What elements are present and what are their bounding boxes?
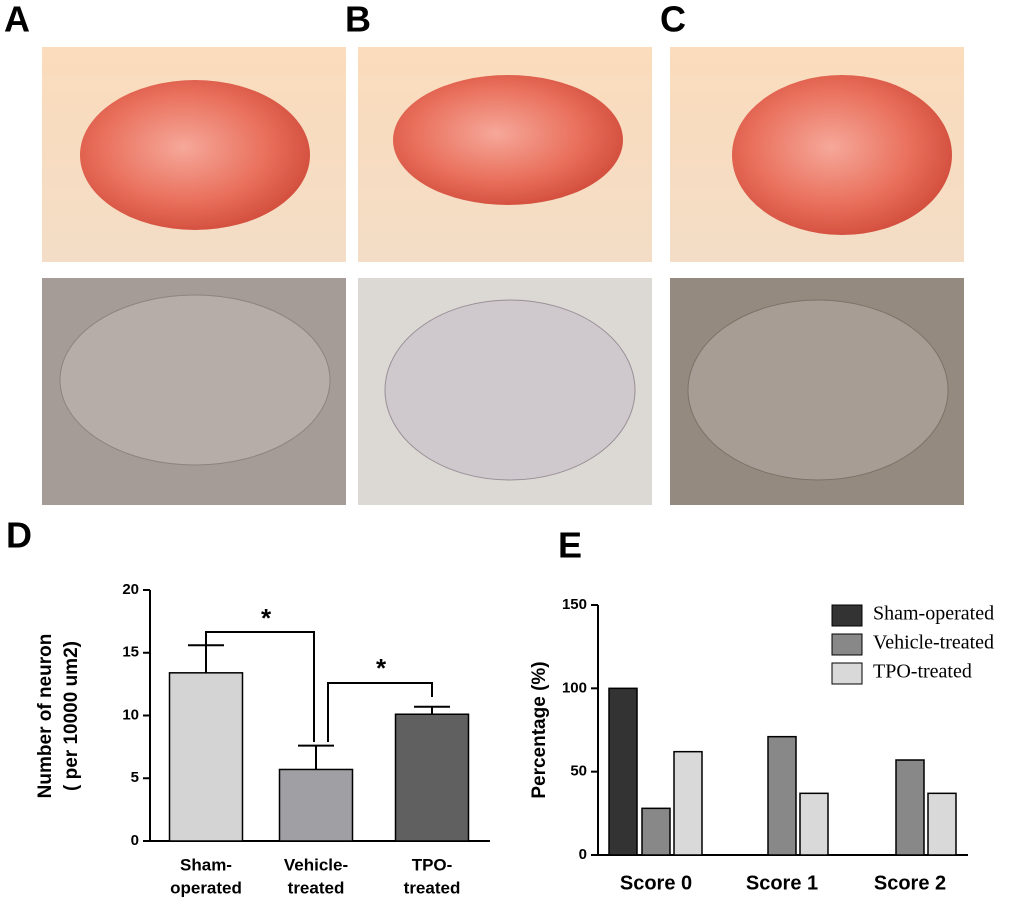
- bar: [673, 750, 703, 856]
- annotation: *: [376, 653, 387, 683]
- x-tick-label: operated: [170, 878, 242, 897]
- y-axis-label: Percentage (%): [529, 661, 550, 798]
- x-tick-label: Vehicle-: [284, 855, 348, 874]
- y-tick-label: 15: [122, 644, 139, 661]
- bracket: [327, 682, 433, 742]
- x-tick-label: TPO-: [412, 855, 453, 874]
- section: [59, 294, 331, 466]
- panel-label: D: [6, 515, 32, 556]
- legend-swatch: [831, 604, 863, 627]
- x-tick-label: Score 1: [746, 872, 818, 894]
- bar: [895, 759, 925, 856]
- photos: [42, 47, 964, 505]
- brain: [393, 75, 623, 205]
- legend-swatch: [831, 662, 863, 685]
- y-tick-label: 100: [562, 679, 587, 696]
- bar: [168, 672, 244, 842]
- x-tick-label: Score 0: [620, 872, 692, 894]
- panel-label: B: [345, 0, 371, 40]
- y-axis-label: ( per 10000 um2): [61, 641, 82, 791]
- y-tick-label: 10: [122, 706, 139, 723]
- panel-label: A: [4, 0, 30, 40]
- brain: [80, 80, 310, 230]
- y-tick-label: 150: [562, 596, 587, 613]
- bar: [641, 807, 671, 856]
- y-tick-label: 50: [570, 763, 587, 780]
- brain: [732, 75, 952, 235]
- y-axis-label: Number of neuron: [35, 634, 56, 799]
- x-tick-label: Score 2: [874, 872, 946, 894]
- section: [687, 299, 949, 481]
- y-tick-label: 5: [131, 769, 139, 786]
- y-tick-label: 0: [131, 832, 139, 849]
- x-tick-label: treated: [404, 878, 461, 897]
- legend-label: TPO-treated: [873, 661, 972, 683]
- legend-swatch: [831, 633, 863, 656]
- x-tick-label: treated: [288, 878, 345, 897]
- annotation: *: [261, 603, 272, 633]
- bar: [278, 768, 354, 842]
- legend-label: Vehicle-treated: [873, 632, 994, 654]
- panel-label: E: [558, 525, 582, 566]
- legend-label: Sham-operated: [873, 603, 994, 625]
- bracket: [205, 631, 315, 742]
- bar: [394, 713, 470, 842]
- bar: [608, 687, 638, 856]
- panel-label: C: [660, 0, 686, 40]
- bar: [767, 735, 797, 856]
- y-tick-label: 0: [579, 846, 587, 863]
- section: [384, 299, 636, 481]
- bar: [927, 792, 957, 856]
- x-tick-label: Sham-: [180, 855, 232, 874]
- y-tick-label: 20: [122, 581, 139, 598]
- bar: [799, 792, 829, 856]
